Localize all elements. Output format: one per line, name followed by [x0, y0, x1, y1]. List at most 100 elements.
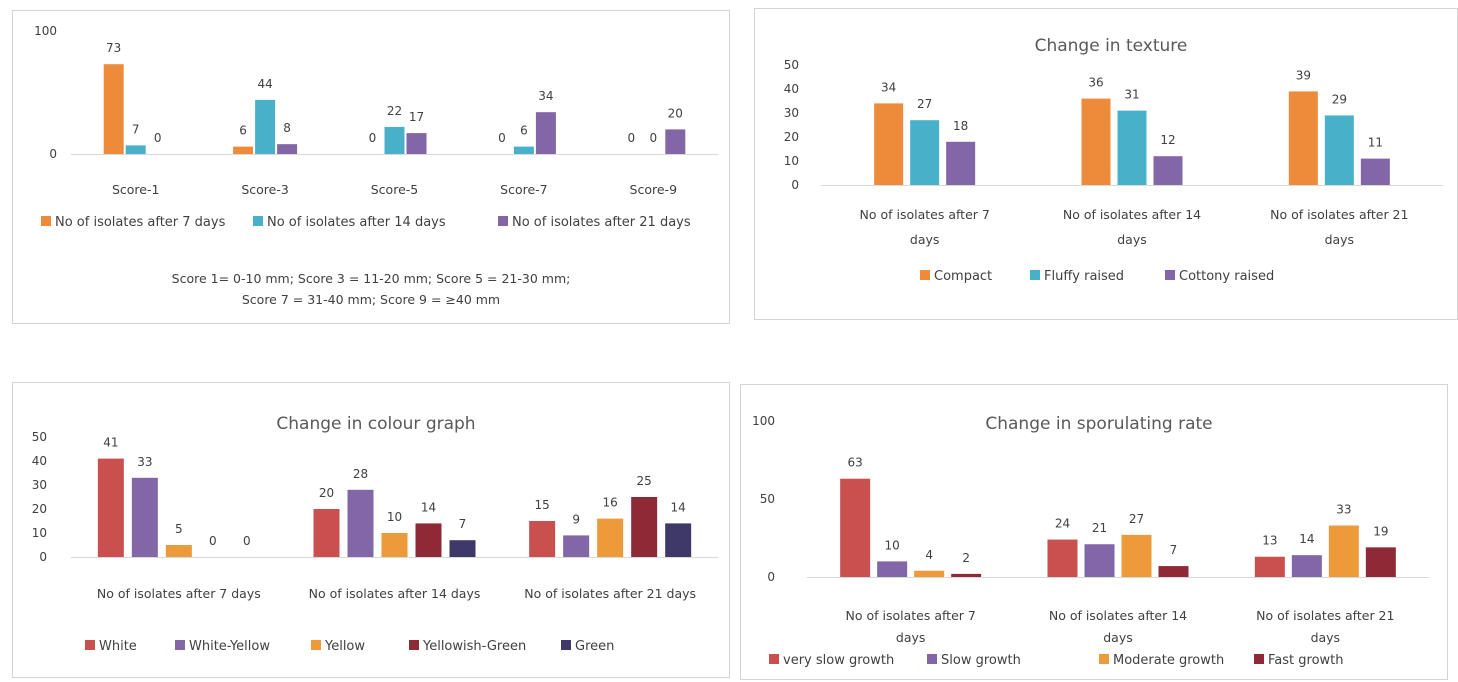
x-category-label: No of isolates after 7	[859, 207, 989, 222]
x-category-label: days	[1103, 630, 1133, 645]
data-label: 25	[637, 474, 652, 488]
data-label: 39	[1296, 68, 1311, 82]
data-label: 10	[387, 510, 402, 524]
bar	[1047, 539, 1078, 577]
data-label: 21	[1092, 521, 1107, 535]
data-label: 0	[243, 534, 251, 548]
legend-swatch	[85, 640, 95, 650]
y-tick-label: 30	[784, 106, 799, 120]
bar	[1288, 91, 1318, 185]
bar	[1324, 115, 1354, 185]
legend-label: White-Yellow	[189, 639, 270, 654]
legend-label: Cottony raised	[1179, 269, 1274, 284]
data-label: 2	[962, 551, 970, 565]
bar	[946, 141, 976, 185]
x-category-label: No of isolates after 21	[1270, 207, 1408, 222]
bar	[347, 489, 374, 557]
bar	[1158, 566, 1189, 577]
data-label: 22	[387, 104, 402, 118]
data-label: 18	[953, 119, 968, 133]
bar	[529, 521, 556, 557]
chart-title: Change in sporulating rate	[985, 414, 1212, 434]
chart-panel-texture: Change in texture 0 10 20 30 40 50 34 27 18 No of …	[754, 8, 1458, 320]
x-category-label: No of isolates after 21 days	[524, 586, 696, 601]
legend-swatch	[253, 216, 263, 226]
data-label: 33	[137, 455, 152, 469]
legend-label: No of isolates after 14 days	[267, 215, 446, 230]
legend-swatch	[409, 640, 419, 650]
bar	[1365, 547, 1396, 577]
legend-swatch	[311, 640, 321, 650]
score-note-line-2: Score 7 = 31-40 mm; Score 9 = ≥40 mm	[241, 292, 501, 307]
bar	[665, 129, 686, 154]
bar	[1153, 156, 1183, 185]
y-tick-label: 100	[752, 414, 775, 428]
bar	[1360, 158, 1390, 185]
data-label: 6	[520, 124, 528, 138]
bar	[951, 573, 982, 577]
bar	[313, 509, 340, 557]
legend-swatch	[1099, 654, 1109, 664]
x-category-label: No of isolates after 7	[845, 608, 975, 623]
data-label: 24	[1055, 517, 1070, 531]
legend-label: very slow growth	[783, 653, 894, 668]
bar	[874, 103, 904, 185]
bar	[255, 99, 276, 154]
bar	[381, 533, 408, 557]
chart-sporulating: Change in sporulating rate 0 50 100 63 10 4 2 No…	[752, 414, 1429, 668]
data-label: 7	[1170, 543, 1178, 557]
legend-label: Green	[575, 639, 614, 654]
data-label: 28	[353, 467, 368, 481]
y-tick-label: 0	[49, 147, 57, 161]
bar	[415, 523, 442, 557]
data-label: 27	[917, 97, 932, 111]
data-label: 17	[409, 110, 424, 124]
legend-label: No of isolates after 7 days	[55, 215, 226, 230]
data-label: 63	[848, 456, 863, 470]
data-label: 19	[1373, 524, 1388, 538]
bar	[1081, 98, 1111, 185]
legend-label: Fast growth	[1268, 653, 1344, 668]
y-tick-label: 50	[760, 492, 775, 506]
bar	[97, 458, 124, 557]
legend-swatch	[175, 640, 185, 650]
bar	[1117, 110, 1147, 185]
data-label: 36	[1088, 76, 1103, 90]
data-label: 7	[459, 517, 467, 531]
bar	[384, 126, 405, 154]
legend-label: White	[99, 639, 137, 654]
data-label: 31	[1124, 88, 1139, 102]
y-tick-label: 0	[767, 570, 775, 584]
data-label: 12	[1160, 133, 1175, 147]
data-label: 6	[239, 124, 247, 138]
y-tick-label: 50	[784, 58, 799, 72]
bar	[631, 497, 658, 557]
data-label: 7	[132, 122, 140, 136]
bar	[665, 523, 692, 557]
legend-label: Fluffy raised	[1044, 269, 1124, 284]
chart-title: Change in colour graph	[276, 414, 475, 434]
bar	[131, 477, 158, 557]
bar	[563, 535, 590, 557]
chart-panel-colour: Change in colour graph 0 10 20 30 40 50 41 33 5 0 0…	[12, 382, 730, 678]
data-label: 27	[1129, 512, 1144, 526]
legend-swatch	[769, 654, 779, 664]
data-label: 41	[103, 436, 118, 450]
bar	[406, 133, 427, 154]
data-label: 16	[603, 496, 618, 510]
data-label: 10	[885, 538, 900, 552]
y-tick-label: 40	[784, 82, 799, 96]
y-tick-label: 40	[32, 454, 47, 468]
score-note-line-1: Score 1= 0-10 mm; Score 3 = 11-20 mm; Sc…	[171, 271, 571, 286]
bar	[1291, 555, 1322, 577]
y-tick-label: 50	[32, 430, 47, 444]
legend-swatch	[41, 216, 51, 226]
bar	[449, 540, 476, 557]
data-label: 14	[421, 500, 436, 514]
bar	[877, 561, 908, 577]
data-label: 0	[209, 534, 217, 548]
legend-swatch	[561, 640, 571, 650]
data-label: 44	[257, 77, 272, 91]
